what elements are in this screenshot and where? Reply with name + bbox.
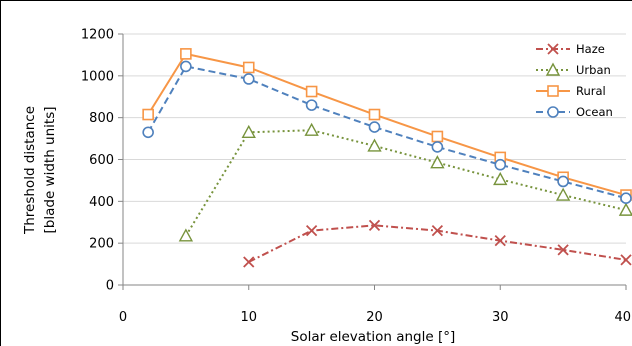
series-ocean-point-10 bbox=[242, 73, 255, 85]
series-rural-point-2 bbox=[142, 108, 154, 121]
x-tick-label-20: 20 bbox=[366, 310, 383, 325]
y-tick-label-800: 800 bbox=[89, 111, 114, 126]
y-axis-title-line-1: Threshold distance bbox=[22, 106, 38, 235]
series-ocean-point-5 bbox=[180, 60, 192, 73]
legend-item-haze: Haze bbox=[536, 42, 605, 56]
series-ocean-point-20 bbox=[368, 121, 381, 133]
series-ocean-point-2 bbox=[142, 126, 154, 139]
legend-label-rural: Rural bbox=[576, 84, 606, 98]
legend-item-rural: Rural bbox=[536, 84, 606, 98]
series-rural-point-15 bbox=[305, 85, 318, 98]
legend-item-ocean: Ocean bbox=[536, 105, 613, 119]
y-tick-label-600: 600 bbox=[89, 153, 114, 168]
series-rural-point-25 bbox=[431, 130, 444, 143]
series-urban-point-20 bbox=[367, 138, 382, 152]
y-axis-title-line-2: [blade width units] bbox=[42, 107, 58, 234]
legend: Haze Urban Rural Ocean bbox=[536, 42, 613, 119]
x-axis-title: Solar elevation angle [°] bbox=[291, 329, 456, 345]
series-urban-point-30 bbox=[493, 171, 508, 186]
series-haze-point-10 bbox=[243, 256, 255, 268]
y-tick-label-400: 400 bbox=[89, 195, 114, 210]
x-tick-label-0: 0 bbox=[119, 310, 127, 325]
y-axis-title: Threshold distance [blade width units] bbox=[22, 106, 58, 235]
series-ocean bbox=[142, 60, 632, 204]
series-ocean-point-30 bbox=[494, 158, 507, 171]
x-tick-label-10: 10 bbox=[240, 310, 257, 325]
series-group bbox=[142, 48, 632, 268]
y-tick-label-200: 200 bbox=[89, 237, 114, 252]
series-haze bbox=[243, 219, 632, 268]
y-tick-label-0: 0 bbox=[106, 279, 114, 294]
series-urban-point-10 bbox=[241, 124, 256, 139]
legend-marker-ocean bbox=[547, 106, 559, 118]
series-ocean-point-25 bbox=[431, 141, 444, 153]
x-tick-label-30: 30 bbox=[492, 310, 509, 325]
series-haze-point-40 bbox=[620, 254, 632, 266]
y-tick-label-1000: 1000 bbox=[81, 69, 114, 84]
series-ocean-point-40 bbox=[620, 192, 632, 204]
series-haze-point-25 bbox=[431, 224, 444, 237]
series-ocean-point-35 bbox=[557, 175, 569, 188]
series-haze-point-15 bbox=[305, 224, 318, 237]
series-rural-point-5 bbox=[180, 48, 192, 60]
x-tick-label-40: 40 bbox=[614, 310, 631, 325]
legend-item-urban: Urban bbox=[536, 62, 611, 77]
series-haze-point-20 bbox=[368, 219, 381, 232]
series-urban-point-5 bbox=[178, 228, 194, 242]
series-urban-point-25 bbox=[430, 155, 445, 169]
legend-label-ocean: Ocean bbox=[576, 105, 613, 119]
legend-marker-haze bbox=[547, 43, 559, 55]
series-rural-point-10 bbox=[242, 61, 255, 74]
legend-marker-rural bbox=[547, 85, 559, 97]
series-rural-point-20 bbox=[368, 108, 381, 121]
legend-marker-urban bbox=[545, 62, 561, 76]
series-haze-point-35 bbox=[557, 244, 569, 256]
legend-label-haze: Haze bbox=[576, 42, 605, 56]
y-tick-label-1200: 1200 bbox=[81, 28, 114, 43]
series-urban-point-35 bbox=[555, 187, 571, 201]
series-urban-point-40 bbox=[618, 202, 632, 216]
series-urban-line bbox=[185, 129, 627, 237]
legend-label-urban: Urban bbox=[576, 63, 611, 77]
series-ocean-point-15 bbox=[305, 99, 318, 111]
series-urban bbox=[178, 122, 632, 242]
series-haze-point-30 bbox=[494, 235, 506, 247]
series-urban-point-15 bbox=[304, 122, 319, 136]
axes: 0 200 400 600 800 1000 1200 0 10 20 30 40 bbox=[81, 28, 631, 326]
